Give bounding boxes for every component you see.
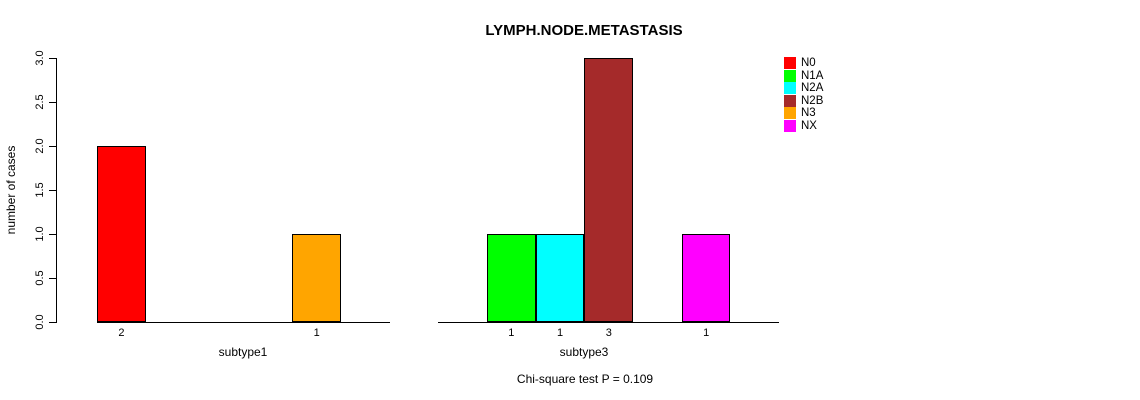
- legend-label-N2A: N2A: [801, 82, 824, 94]
- y-axis-line: [56, 58, 57, 323]
- legend-label-N2B: N2B: [801, 94, 824, 107]
- y-axis-tick: [49, 146, 56, 147]
- y-tick-label: 1.5: [34, 182, 46, 198]
- bar-N0-subtype1: [97, 146, 146, 322]
- bar-N3-subtype1: [292, 234, 342, 322]
- bar-N2B-subtype3: [584, 58, 634, 322]
- legend-swatch-N2B: [784, 94, 796, 107]
- x-tick-label: 1: [556, 327, 564, 339]
- legend-swatch-N1A: [784, 69, 796, 82]
- y-tick-label: 1.0: [34, 226, 46, 242]
- y-axis-tick: [49, 190, 56, 191]
- legend-swatch-N2A: [784, 82, 796, 94]
- y-tick-label: 0.0: [34, 314, 46, 330]
- legend-swatch-N0: [784, 57, 796, 69]
- y-tick-label: 0.5: [34, 270, 46, 286]
- y-axis-tick: [49, 102, 56, 103]
- x-tick-label: 3: [605, 327, 612, 339]
- y-axis-label: number of cases: [4, 145, 18, 235]
- x-tick-label: 1: [703, 327, 710, 339]
- x-axis-baseline: [438, 322, 779, 323]
- legend-label-N3: N3: [801, 107, 816, 119]
- y-tick-label: 3.0: [34, 50, 46, 66]
- legend-swatch-NX: [784, 119, 796, 132]
- legend-label-NX: NX: [801, 119, 817, 132]
- x-axis-baseline: [97, 322, 390, 323]
- legend-swatch-N3: [784, 107, 796, 119]
- y-axis-tick: [49, 322, 56, 323]
- y-axis-tick: [49, 278, 56, 279]
- chart-title: LYMPH.NODE.METASTASIS: [485, 22, 683, 39]
- chi-square-note: Chi-square test P = 0.109: [516, 372, 654, 386]
- group-label-subtype3: subtype3: [559, 345, 609, 359]
- bar-N1A-subtype3: [487, 234, 536, 322]
- bar-N2A-subtype3: [535, 234, 585, 322]
- group-label-subtype1: subtype1: [218, 345, 268, 359]
- bar-NX-subtype3: [681, 234, 731, 322]
- y-tick-label: 2.0: [34, 138, 46, 154]
- y-axis-tick: [49, 58, 56, 59]
- legend-label-N1A: N1A: [801, 69, 824, 82]
- legend-label-N0: N0: [801, 57, 816, 69]
- x-tick-label: 1: [313, 327, 320, 339]
- y-tick-label: 2.5: [34, 94, 46, 110]
- x-tick-label: 2: [118, 327, 125, 339]
- y-axis-tick: [49, 234, 56, 235]
- x-tick-label: 1: [508, 327, 515, 339]
